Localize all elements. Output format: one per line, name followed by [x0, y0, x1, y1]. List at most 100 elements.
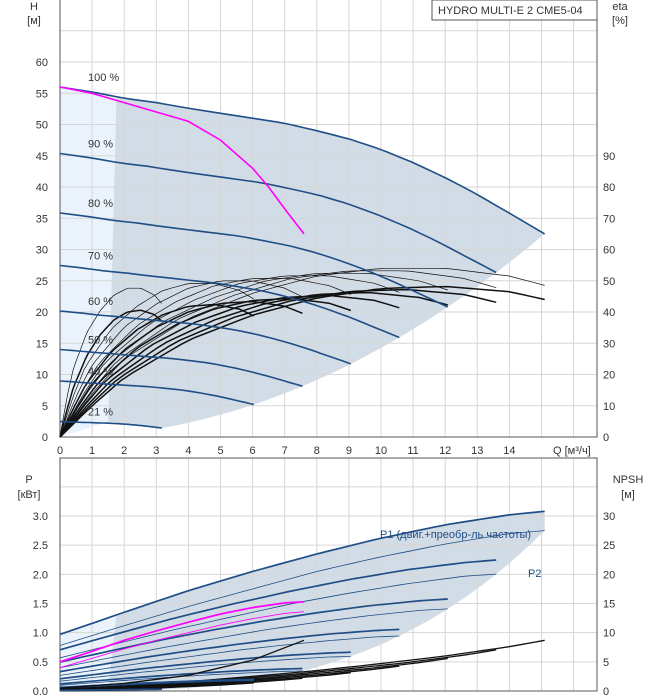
total-efficiency-curve	[59, 294, 400, 438]
head-curve	[59, 152, 497, 274]
y-tick-label: 15	[36, 338, 48, 350]
y2-tick-label: 10	[603, 628, 615, 640]
p2-curve	[59, 608, 448, 669]
total-efficiency-curve	[59, 297, 352, 438]
y-tick-label: 1.0	[33, 628, 48, 640]
y-tick-label: 2.0	[33, 569, 48, 581]
x-tick-label: 1	[89, 445, 95, 457]
y2-tick-label: 20	[603, 569, 615, 581]
p2-curve	[59, 530, 545, 646]
x-tick-label: 3	[153, 445, 159, 457]
axis-frame-bottom	[59, 457, 598, 692]
y2-axis-label-npsh: NPSH	[613, 474, 644, 486]
x-tick-label: 11	[407, 445, 418, 457]
duty-npsh-curve	[59, 639, 305, 689]
x-tick-label: 8	[314, 445, 320, 457]
y2-tick-label: 40	[603, 307, 615, 319]
y-axis-unit-h: [м]	[27, 15, 41, 27]
y2-axis-label-eta: eta	[612, 1, 628, 13]
y2-axis-unit-eta: [%]	[612, 15, 628, 27]
npsh-curve	[59, 649, 497, 690]
head-curve	[59, 380, 255, 406]
y2-tick-label: 30	[603, 511, 615, 523]
total-efficiency-curve	[59, 291, 448, 438]
speed-label: 40 %	[88, 366, 113, 378]
y-tick-label: 1.5	[33, 599, 48, 611]
title-box	[431, 0, 598, 21]
total-efficiency-curve	[59, 309, 163, 438]
y-tick-label: 55	[36, 88, 48, 100]
p1-curve	[59, 559, 497, 651]
pump-efficiency-curve	[59, 270, 497, 438]
speed-label: 50 %	[88, 335, 113, 347]
y-axis-unit-p: [кВт]	[18, 489, 41, 501]
pump-efficiency-curve	[59, 275, 400, 438]
p1-curve	[59, 628, 400, 673]
p2-curve	[59, 656, 351, 682]
x-tick-label: 7	[282, 445, 288, 457]
y-tick-label: 2.5	[33, 540, 48, 552]
y-tick-label: 0.0	[33, 686, 48, 698]
p1-curve	[59, 510, 545, 636]
speed-label: 60 %	[88, 296, 113, 308]
chart-title: HYDRO MULTI-E 2 CME5-04	[438, 5, 583, 17]
pump-efficiency-curve	[59, 267, 545, 438]
speed-label: 80 %	[88, 198, 113, 210]
x-tick-label: 13	[471, 445, 483, 457]
y-tick-label: 60	[36, 57, 48, 69]
operating-area-top	[60, 87, 545, 437]
y2-axis-unit-npsh: [м]	[621, 489, 635, 501]
speed-label: 70 %	[88, 251, 113, 263]
p1-curve	[59, 667, 303, 685]
y2-tick-label: 60	[603, 245, 615, 257]
total-efficiency-curve	[59, 300, 303, 438]
operating-area	[108, 96, 545, 429]
x-tick-label: 12	[439, 445, 451, 457]
y-tick-label: 5	[42, 401, 48, 413]
p1-curve	[59, 651, 351, 680]
y-tick-label: 20	[36, 307, 48, 319]
operating-area-power	[108, 511, 545, 690]
x-tick-label: 0	[57, 445, 63, 457]
y-tick-label: 25	[36, 276, 48, 288]
speed-label: 21 %	[88, 407, 113, 419]
x-tick-label: 10	[375, 445, 387, 457]
y-axis-label-p: P	[25, 474, 32, 486]
y2-tick-label: 0	[603, 432, 609, 444]
p1-series-label: P1 (двиг.+преобр-ль частоты)	[380, 529, 531, 541]
p2-curve	[59, 635, 400, 676]
p1-curve	[59, 598, 448, 663]
y-tick-label: 3.0	[33, 511, 48, 523]
y2-tick-label: 70	[603, 213, 615, 225]
p2-curve	[59, 573, 497, 659]
x-tick-label: 4	[185, 445, 191, 457]
y2-tick-label: 10	[603, 401, 615, 413]
pump-efficiency-curve	[59, 280, 303, 438]
head-curve	[59, 310, 352, 365]
p2-series-label: P2	[528, 568, 541, 580]
head-curve	[59, 212, 449, 308]
head-curve	[59, 348, 303, 387]
p2-curve	[59, 680, 254, 689]
y2-tick-label: 25	[603, 540, 615, 552]
duty-head-curve	[59, 86, 305, 235]
head-curve	[60, 420, 162, 429]
y-tick-label: 45	[36, 151, 48, 163]
y2-tick-label: 30	[603, 338, 615, 350]
axis-frame-top	[59, 0, 598, 438]
y-tick-label: 0.5	[33, 657, 48, 669]
total-efficiency-curve	[59, 303, 255, 438]
x-tick-label: 2	[121, 445, 127, 457]
y2-tick-label: 80	[603, 182, 615, 194]
y-tick-label: 50	[36, 120, 48, 132]
head-curve	[59, 86, 546, 235]
x-tick-label: 9	[346, 445, 352, 457]
y2-tick-label: 90	[603, 151, 615, 163]
y-tick-label: 30	[36, 245, 48, 257]
pump-efficiency-curve	[59, 272, 448, 438]
x-tick-label: 6	[250, 445, 256, 457]
curves-top: 100 % 90 % 80 % 70 % 60 % 50 % 40 % 21 %	[59, 72, 546, 438]
tick-labels: 0 1 2 3 4 5 6 7 8 9 10 11 12 13 1405101520253035404550…	[33, 57, 616, 698]
head-curve	[59, 264, 400, 339]
